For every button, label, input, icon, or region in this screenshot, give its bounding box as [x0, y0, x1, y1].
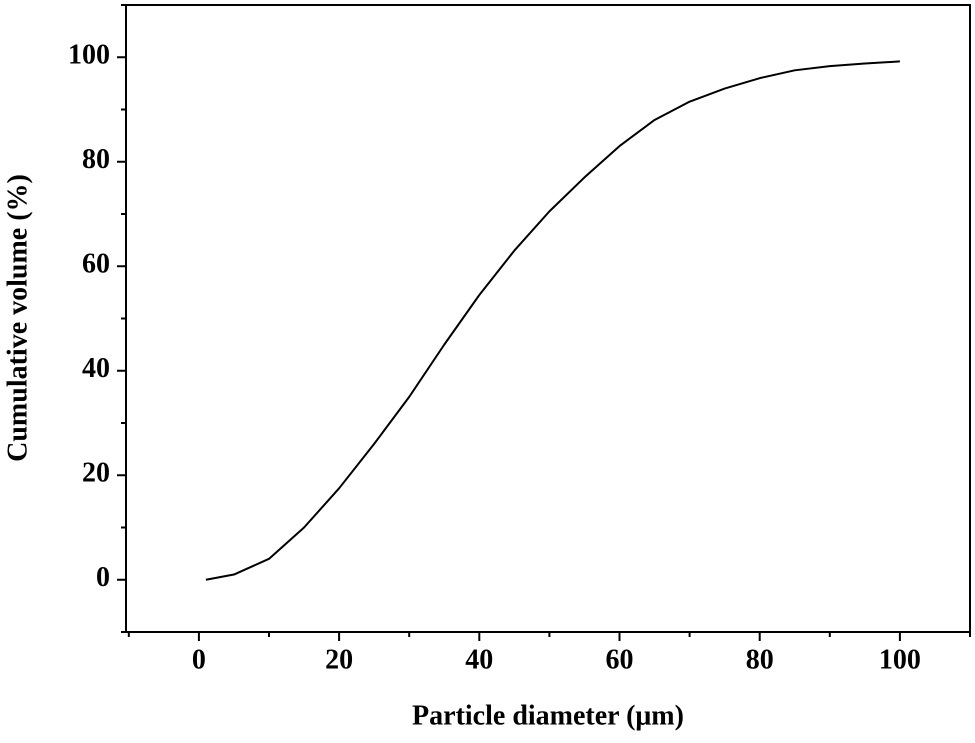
y-tick-label: 0 — [96, 562, 110, 593]
x-axis-label: Particle diameter (μm) — [412, 700, 684, 731]
y-axis-label: Cumulative volume (%) — [2, 174, 33, 462]
data-line — [205, 60, 900, 581]
y-tick-label: 20 — [82, 458, 110, 489]
y-tick-label: 40 — [82, 353, 110, 384]
x-tick-label: 60 — [606, 644, 634, 675]
plot-frame — [125, 4, 971, 633]
y-tick-label: 60 — [82, 249, 110, 280]
x-tick-label: 80 — [746, 644, 774, 675]
y-tick-label: 100 — [68, 40, 110, 71]
x-tick-label: 100 — [879, 644, 921, 675]
y-tick-label: 80 — [82, 144, 110, 175]
x-tick-label: 40 — [465, 644, 493, 675]
x-tick-label: 20 — [325, 644, 353, 675]
x-tick-label: 0 — [192, 644, 206, 675]
